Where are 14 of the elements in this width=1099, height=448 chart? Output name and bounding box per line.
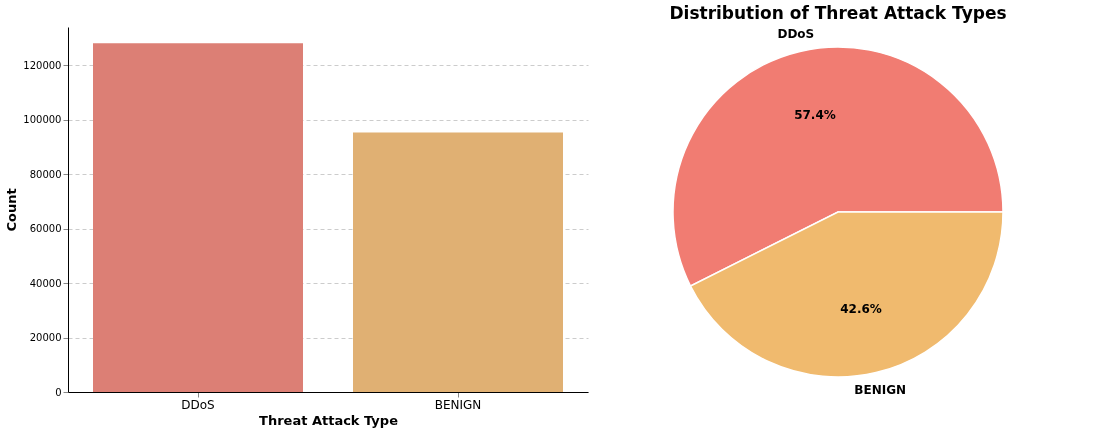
y-tick-label: 120000 [23, 59, 62, 71]
x-axis-title: Threat Attack Type [259, 412, 399, 428]
slice-label: BENIGN [854, 383, 907, 398]
y-axis-title: Count [4, 188, 20, 232]
y-tick-label: 60000 [29, 223, 62, 235]
data-label: 57.4% [794, 107, 836, 122]
y-tick-label: 20000 [29, 332, 62, 344]
y-tick-label: 80000 [29, 168, 62, 180]
y-tick-label: 40000 [29, 277, 62, 289]
data-label: 42.6% [840, 302, 882, 317]
chart-title: Distribution of Threat Attack Types [669, 3, 1007, 23]
y-tick-label: 100000 [23, 114, 62, 126]
slice-label: DDoS [777, 26, 815, 41]
y-tick-label: 0 [55, 386, 62, 398]
